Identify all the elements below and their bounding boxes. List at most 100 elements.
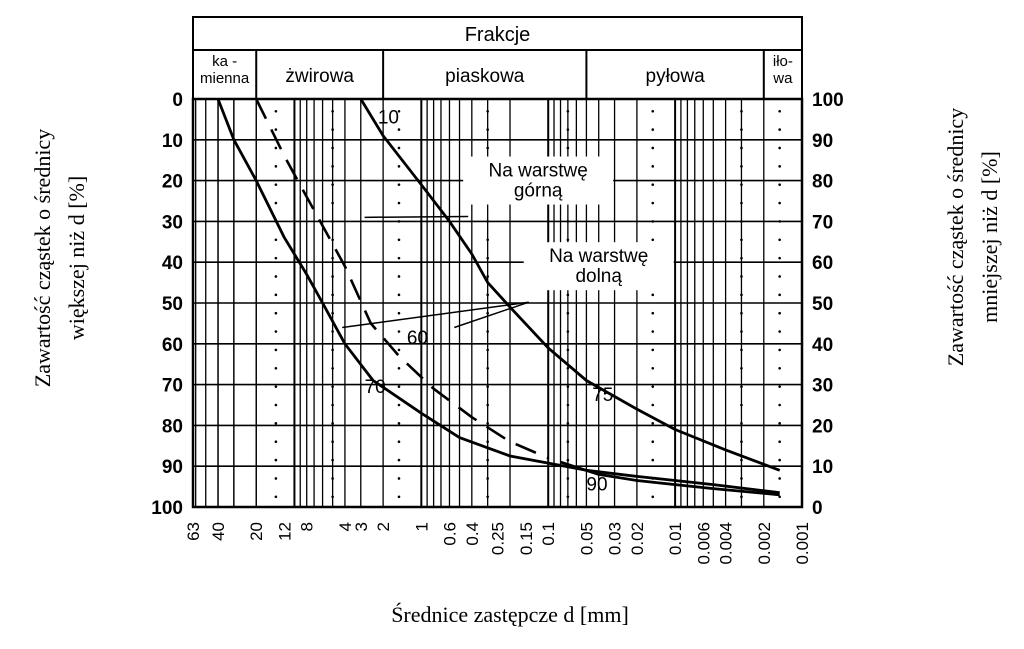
y-right-label-line: Zawartość cząstek o średnicy bbox=[943, 108, 968, 366]
grid-dot bbox=[778, 165, 781, 168]
grid-dot bbox=[740, 495, 743, 499]
grid-dot bbox=[486, 348, 489, 352]
grid-dot bbox=[740, 366, 743, 370]
grid-dot bbox=[274, 293, 278, 297]
grid-dot bbox=[486, 275, 489, 278]
grid-dot bbox=[486, 477, 489, 480]
grid-dot bbox=[740, 275, 743, 278]
grid-dot bbox=[778, 495, 781, 499]
y-right-tick: 70 bbox=[812, 212, 833, 233]
grid-dot bbox=[778, 293, 781, 297]
fraction-label: wa bbox=[772, 70, 793, 87]
grid-dot bbox=[740, 128, 743, 131]
x-tick: 0.1 bbox=[539, 522, 558, 546]
curve-label: 70 bbox=[365, 377, 386, 398]
grid-dot bbox=[274, 238, 278, 242]
grid-dot bbox=[274, 366, 278, 370]
x-tick: 63 bbox=[184, 522, 203, 541]
y-left-tick: 40 bbox=[162, 253, 183, 274]
fraction-header: Frakcje ka -mienna żwirowa piaskowa pyłowa i… bbox=[192, 16, 803, 100]
fraction-label: iło- bbox=[773, 53, 793, 70]
grid-dot bbox=[566, 385, 570, 388]
x-tick: 0.02 bbox=[628, 522, 647, 555]
grid-dot bbox=[397, 311, 401, 315]
grid-dot bbox=[740, 330, 743, 333]
grid-dot bbox=[331, 348, 334, 352]
x-tick: 0.25 bbox=[489, 522, 508, 555]
grid-dot bbox=[740, 238, 743, 242]
x-tick: 0.01 bbox=[666, 522, 685, 555]
grid-dot bbox=[778, 256, 781, 260]
grid-dot bbox=[566, 293, 570, 297]
grid-dot bbox=[397, 440, 401, 444]
grid-dot bbox=[397, 293, 401, 297]
grid-dot bbox=[651, 220, 655, 223]
curve-label: 90 bbox=[586, 475, 607, 496]
series-curve bbox=[359, 98, 781, 472]
grid-dot bbox=[778, 311, 781, 315]
grid-dot bbox=[651, 201, 655, 205]
grid-dot bbox=[778, 330, 781, 333]
y-right-tick: 0 bbox=[812, 498, 823, 519]
grid-dot bbox=[651, 109, 655, 113]
x-tick: 4 bbox=[336, 522, 355, 531]
grid-dot bbox=[651, 238, 655, 242]
annotation-text: Na warstwę bbox=[489, 161, 588, 182]
grid-dot bbox=[778, 146, 781, 150]
grid-dot bbox=[566, 330, 570, 333]
grid-dot bbox=[331, 109, 334, 113]
grid-dot bbox=[331, 220, 334, 223]
grid-dot bbox=[486, 128, 489, 131]
grid-dot bbox=[397, 128, 401, 131]
grid-dot bbox=[566, 477, 570, 480]
y-right-axis-label: Zawartość cząstek o średnicy mniejszej ni… bbox=[943, 108, 1002, 366]
curve-label: 60 bbox=[407, 328, 428, 349]
grid-dot bbox=[331, 293, 334, 297]
grid-dot bbox=[778, 403, 781, 407]
y-left-ticks: 0 10 20 30 40 50 60 70 80 90 100 bbox=[151, 90, 183, 519]
grid-dot bbox=[331, 366, 334, 370]
grid-dot bbox=[566, 238, 570, 242]
grid-dot bbox=[331, 495, 334, 499]
grid-dot bbox=[397, 165, 401, 168]
y-right-tick: 80 bbox=[812, 172, 833, 193]
grid-dot bbox=[331, 128, 334, 131]
grid-dot bbox=[651, 458, 655, 462]
curve-label: 75 bbox=[592, 385, 613, 406]
grid-dot bbox=[740, 422, 743, 425]
grid-dot bbox=[778, 201, 781, 205]
x-tick: 0.006 bbox=[694, 522, 713, 565]
grid-dot bbox=[274, 256, 278, 260]
grid-dot bbox=[740, 256, 743, 260]
grid-dot bbox=[651, 348, 655, 352]
grid-dot bbox=[331, 256, 334, 260]
grid-dot bbox=[778, 220, 781, 223]
grid-dot bbox=[651, 330, 655, 333]
grid-dot bbox=[397, 385, 401, 388]
x-tick: 3 bbox=[352, 522, 371, 531]
x-tick: 12 bbox=[275, 522, 294, 541]
grid-dot bbox=[486, 366, 489, 370]
grid-dot bbox=[778, 385, 781, 388]
grid-dot bbox=[274, 109, 278, 113]
grid-dot bbox=[740, 220, 743, 223]
grid-dot bbox=[778, 109, 781, 113]
annotation-backdrop bbox=[523, 242, 674, 291]
y-right-tick: 30 bbox=[812, 376, 833, 397]
series-curve bbox=[255, 98, 549, 460]
grid-dot bbox=[397, 220, 401, 223]
grid-dot bbox=[274, 201, 278, 205]
x-tick: 20 bbox=[247, 522, 266, 541]
x-tick: 0.05 bbox=[577, 522, 596, 555]
grid-dot bbox=[397, 238, 401, 242]
y-right-tick: 60 bbox=[812, 253, 833, 274]
grid-dot bbox=[331, 330, 334, 333]
annotation-text: Na warstwę bbox=[549, 246, 648, 267]
grid-dot bbox=[778, 477, 781, 480]
y-left-tick: 70 bbox=[162, 376, 183, 397]
x-tick: 8 bbox=[298, 522, 317, 531]
fraction-label: ka - bbox=[212, 53, 237, 70]
y-left-tick: 80 bbox=[162, 416, 183, 437]
